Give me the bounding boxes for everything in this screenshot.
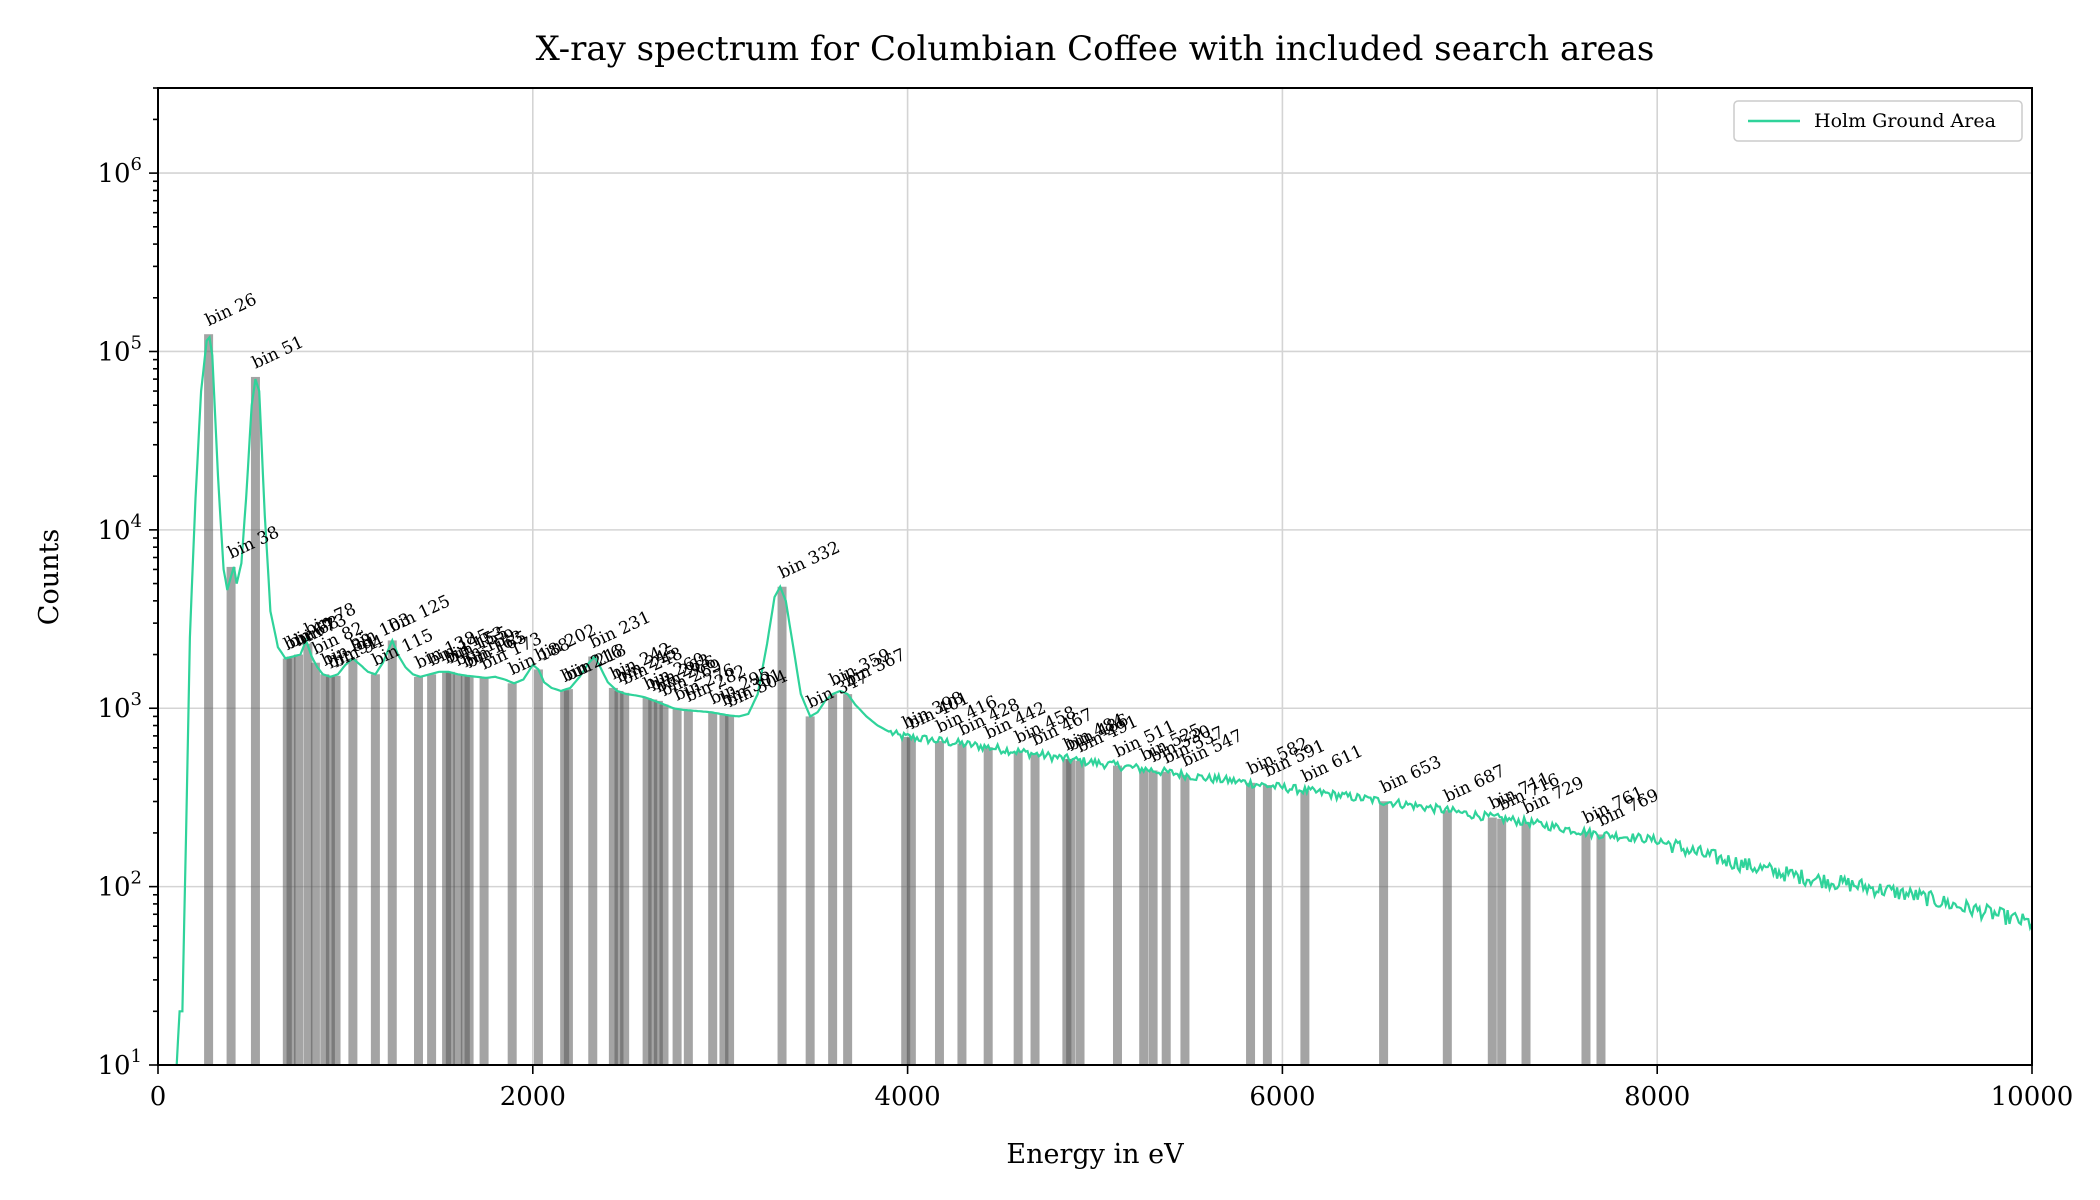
search-bin-bar — [608, 687, 618, 1065]
search-bin-bar — [320, 674, 330, 1065]
search-bin-bar — [1112, 765, 1122, 1065]
search-bin-bar — [427, 674, 437, 1065]
search-bin-bar — [588, 656, 598, 1065]
search-bin-bar — [1161, 771, 1171, 1065]
search-bin-bar — [805, 716, 815, 1065]
search-bin-bar — [1066, 759, 1076, 1065]
search-bin-bar — [387, 640, 397, 1065]
x-axis-label: Energy in eV — [1006, 1139, 1184, 1170]
x-tick-label: 10000 — [1991, 1082, 2074, 1112]
search-bin-bar — [464, 676, 474, 1065]
search-bin-bar — [1013, 751, 1023, 1065]
x-tick-label: 4000 — [875, 1082, 941, 1112]
search-bin-label: bin 332 — [776, 538, 843, 584]
search-bin-bar — [1581, 831, 1591, 1065]
y-tick-label: 106 — [97, 154, 142, 189]
search-bin-bar — [719, 714, 729, 1065]
axis-ticks: 0 2000 4000 6000 8000 10000 101 102 103 104 105 106 — [97, 87, 2074, 1112]
search-bin-bar — [563, 689, 573, 1065]
search-bin-bar — [843, 694, 853, 1065]
search-bin-bar — [777, 586, 787, 1065]
search-bin-bar — [286, 656, 296, 1065]
legend: Holm Ground Area — [1733, 100, 2023, 142]
search-bin-bar — [1497, 818, 1507, 1065]
chart-title: X-ray spectrum for Columbian Coffee with… — [536, 29, 1655, 69]
search-bin-bar — [683, 710, 693, 1065]
search-bin-bar — [708, 712, 718, 1065]
search-bin-bar — [310, 662, 320, 1065]
search-bin-bar — [370, 674, 380, 1065]
search-bin-bar — [226, 566, 236, 1065]
search-bin-bar — [725, 715, 735, 1065]
search-bin-bar — [1075, 760, 1085, 1065]
plot-frame — [157, 87, 2033, 1066]
search-bin-bar — [648, 699, 658, 1065]
search-bin-bar — [983, 747, 993, 1065]
x-tick-label: 2000 — [500, 1082, 566, 1112]
search-bin-bar — [1300, 790, 1310, 1065]
x-tick-label: 0 — [150, 1082, 167, 1112]
search-bin-label: bin 51 — [249, 332, 307, 373]
search-bin-bar — [303, 643, 313, 1065]
search-bin-bar — [204, 334, 214, 1065]
y-tick-label: 102 — [97, 868, 142, 903]
search-bin-bar — [901, 736, 911, 1065]
search-bin-bar — [828, 694, 838, 1065]
search-bin-label: bin 653 — [1377, 752, 1444, 798]
search-area-bins — [204, 334, 1606, 1065]
search-bin-bar — [1246, 782, 1256, 1065]
search-bin-bar — [659, 704, 669, 1065]
y-tick-label: 105 — [97, 332, 142, 367]
search-bin-bar — [1379, 801, 1389, 1065]
search-bin-bar — [672, 709, 682, 1065]
search-bin-bar — [533, 669, 543, 1065]
search-bin-bar — [1180, 774, 1190, 1065]
y-axis-label: Counts — [34, 529, 65, 625]
search-bin-bar — [325, 676, 335, 1065]
search-bin-bar — [445, 671, 455, 1065]
search-bin-bar — [957, 743, 967, 1065]
search-bin-bar — [1442, 810, 1452, 1065]
search-bin-bar — [642, 698, 652, 1065]
search-bin-bar — [1521, 822, 1531, 1065]
y-tick-label: 104 — [97, 511, 142, 546]
search-bin-bar — [1487, 817, 1497, 1065]
search-bin-bar — [1139, 769, 1149, 1065]
x-tick-label: 8000 — [1624, 1082, 1690, 1112]
search-bin-bar — [614, 690, 624, 1065]
search-bin-bar — [620, 692, 630, 1065]
search-bin-bar — [348, 658, 358, 1065]
search-bin-bar — [413, 676, 423, 1065]
search-bin-bar — [453, 674, 463, 1065]
search-bin-bar — [1148, 770, 1158, 1065]
search-bin-bar — [1030, 753, 1040, 1065]
search-bin-bar — [1596, 834, 1606, 1065]
legend-label: Holm Ground Area — [1814, 110, 1996, 132]
search-bin-bar — [479, 677, 489, 1065]
x-tick-label: 6000 — [1249, 1082, 1315, 1112]
search-bin-bar — [934, 741, 944, 1065]
search-bin-label: bin 26 — [202, 290, 260, 331]
search-bin-bar — [294, 654, 304, 1065]
y-tick-label: 103 — [97, 689, 142, 724]
search-bin-bar — [507, 683, 517, 1065]
search-bin-bar — [250, 376, 260, 1065]
grid — [158, 88, 2032, 1065]
y-tick-label: 101 — [97, 1046, 142, 1081]
spectrum-line — [175, 334, 2034, 1066]
search-bin-bar — [906, 737, 916, 1065]
search-bin-bar — [331, 675, 341, 1065]
spectrum-series — [175, 334, 2034, 1066]
search-bin-bar — [1262, 785, 1272, 1065]
search-bin-bar — [653, 700, 663, 1065]
legend-box — [1733, 100, 2023, 142]
